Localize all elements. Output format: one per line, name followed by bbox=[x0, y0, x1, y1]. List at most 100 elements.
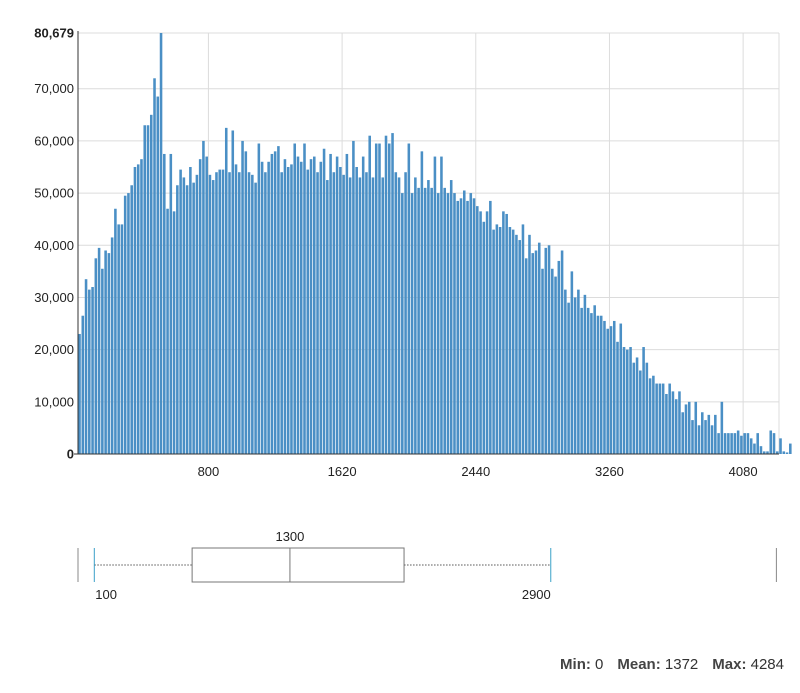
histogram-bar bbox=[140, 159, 143, 454]
histogram-bar bbox=[593, 305, 596, 454]
histogram-bar bbox=[339, 166, 342, 455]
x-tick-label: 3260 bbox=[595, 464, 624, 479]
boxplot: 1300 100 2900 bbox=[77, 529, 777, 602]
histogram-bar bbox=[401, 193, 404, 454]
histogram-bar bbox=[384, 135, 388, 455]
histogram-bar bbox=[127, 193, 130, 454]
histogram-bar bbox=[335, 156, 339, 454]
histogram-bar bbox=[632, 362, 636, 454]
histogram-bar bbox=[645, 362, 649, 454]
histogram-bar bbox=[743, 433, 746, 454]
histogram-bar bbox=[580, 307, 583, 454]
histogram-bar bbox=[476, 206, 479, 454]
histogram-bar bbox=[267, 161, 270, 454]
histogram-bar bbox=[286, 166, 290, 455]
histogram-bar bbox=[326, 180, 329, 454]
histogram-bar bbox=[319, 161, 323, 454]
histogram-bar bbox=[342, 174, 345, 454]
histogram-bar bbox=[234, 164, 238, 454]
histogram-bar bbox=[270, 153, 274, 455]
x-tick-label: 800 bbox=[198, 464, 220, 479]
histogram-bar bbox=[205, 156, 208, 454]
histogram-bar bbox=[720, 401, 724, 454]
histogram-bar bbox=[251, 174, 254, 454]
y-tick-label: 60,000 bbox=[34, 133, 74, 148]
y-tick-label: 10,000 bbox=[34, 394, 74, 409]
histogram-bar bbox=[110, 237, 114, 454]
histogram-bar bbox=[564, 289, 567, 454]
histogram-bar bbox=[97, 247, 101, 454]
histogram-bar bbox=[518, 240, 521, 454]
histogram-bar bbox=[472, 198, 476, 454]
histogram-bar bbox=[397, 177, 401, 454]
histogram-bar bbox=[146, 125, 150, 454]
histogram-bar bbox=[293, 143, 297, 454]
histogram-bar bbox=[626, 349, 629, 454]
histogram-bar bbox=[215, 172, 218, 455]
histogram-bar bbox=[414, 177, 417, 454]
histogram-bar bbox=[583, 294, 587, 454]
histogram-bar bbox=[502, 211, 505, 454]
histogram-bar bbox=[417, 187, 420, 454]
histogram-bar bbox=[241, 140, 244, 454]
histogram-bar bbox=[446, 193, 450, 454]
histogram-bar bbox=[260, 161, 264, 454]
histogram-bar bbox=[430, 187, 433, 454]
histogram-bar bbox=[101, 268, 104, 454]
histogram-bar bbox=[789, 443, 792, 454]
histogram-bar bbox=[303, 143, 306, 454]
histogram-bar bbox=[198, 159, 202, 454]
histogram-bar bbox=[309, 159, 313, 454]
histogram-bar bbox=[642, 347, 645, 454]
histogram-bar bbox=[163, 153, 166, 455]
histogram-bar bbox=[635, 357, 639, 454]
y-tick-label: 50,000 bbox=[34, 186, 74, 201]
histogram-bar bbox=[238, 172, 241, 455]
histogram-bar bbox=[753, 443, 756, 454]
histogram-bar bbox=[365, 172, 368, 455]
histogram-bar bbox=[221, 169, 225, 454]
histogram-chart: 0 10,000 20,000 30,000 40,000 50,000 60,000 70,… bbox=[34, 26, 792, 602]
histogram-bar bbox=[179, 169, 182, 454]
histogram-bar bbox=[560, 250, 564, 454]
histogram-bar bbox=[707, 414, 711, 454]
x-tick-label: 4080 bbox=[729, 464, 758, 479]
histogram-bar bbox=[691, 420, 694, 454]
histogram-bar bbox=[407, 143, 411, 454]
histogram-bar bbox=[449, 180, 453, 454]
histogram-bar bbox=[94, 258, 98, 454]
histogram-bar bbox=[322, 148, 326, 455]
histogram-bar bbox=[296, 156, 300, 454]
x-axis-ticks: 800 1620 2440 3260 4080 bbox=[198, 464, 758, 479]
histogram-bar bbox=[143, 125, 147, 454]
histogram-bar bbox=[440, 156, 443, 454]
histogram-bar bbox=[420, 151, 424, 454]
histogram-bar bbox=[290, 164, 293, 454]
histogram-bar bbox=[492, 229, 495, 454]
histogram-bar bbox=[133, 166, 137, 455]
histogram-bar bbox=[603, 320, 606, 454]
histogram-bar bbox=[736, 430, 740, 454]
histogram-bar bbox=[769, 430, 773, 454]
histogram-bar bbox=[710, 425, 714, 454]
histogram-bar bbox=[534, 250, 538, 454]
histogram-bar bbox=[361, 156, 365, 454]
mean-value: 1372 bbox=[664, 656, 699, 673]
histogram-bar bbox=[378, 143, 381, 454]
histogram-bar bbox=[697, 425, 701, 454]
histogram-bar bbox=[687, 401, 691, 454]
histogram-bar bbox=[410, 193, 414, 454]
mean-stat: Mean: 1372 bbox=[617, 656, 698, 673]
histogram-bar bbox=[756, 433, 759, 454]
y-tick-label: 30,000 bbox=[34, 290, 74, 305]
histogram-bar bbox=[176, 185, 179, 455]
histogram-bar bbox=[508, 227, 512, 454]
histogram-bar bbox=[348, 177, 352, 454]
histogram-bar bbox=[511, 229, 515, 454]
histogram-bar bbox=[130, 185, 133, 455]
y-tick-label: 0 bbox=[67, 447, 74, 462]
histogram-bar bbox=[557, 260, 561, 454]
boxplot-whisker-high-label: 2900 bbox=[522, 587, 551, 602]
histogram-bar bbox=[498, 227, 502, 454]
histogram-bar bbox=[264, 172, 267, 455]
